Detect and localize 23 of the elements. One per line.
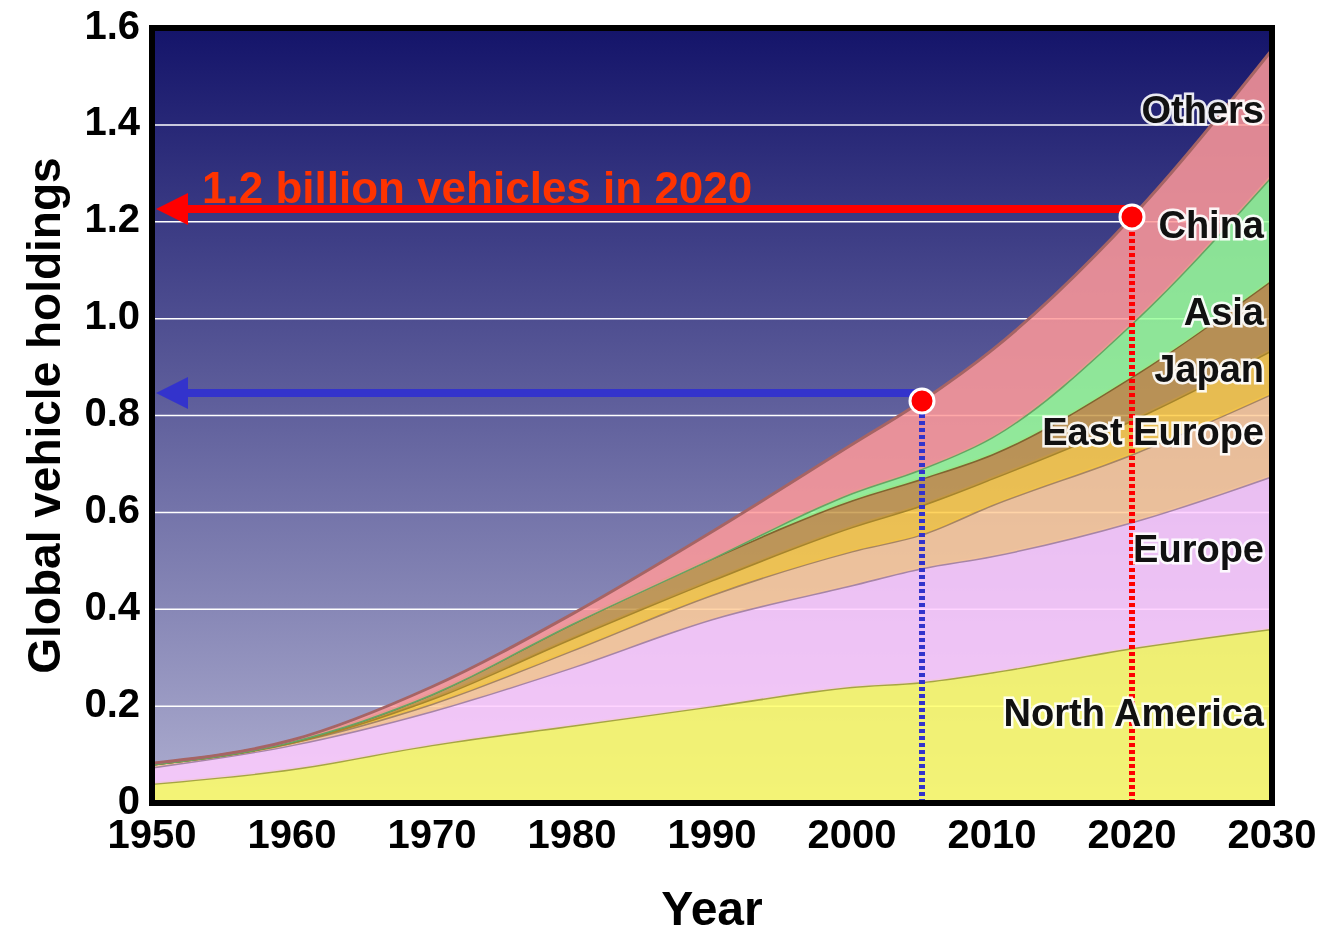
y-tick-label: 1.2 [84, 196, 140, 241]
x-tick-label: 1960 [247, 812, 337, 856]
series-label: Japan [1154, 347, 1264, 390]
series-label: East Europe [1042, 410, 1264, 453]
x-tick-label: 2030 [1227, 812, 1317, 856]
x-tick-label: 1970 [387, 812, 477, 856]
x-tick-label: 2010 [947, 812, 1037, 856]
y-tick-label: 1.6 [84, 2, 140, 47]
y-tick-label: 0.2 [84, 680, 140, 725]
y-axis-title: Global vehicle holdings [18, 157, 70, 674]
x-tick-label: 2000 [807, 812, 897, 856]
y-tick-label: 0.8 [84, 390, 140, 435]
series-label: North America [1003, 691, 1265, 734]
y-tick-label: 1.4 [84, 99, 141, 144]
y-tick-label: 0.4 [84, 583, 141, 628]
y-tick-label: 0.6 [84, 486, 140, 531]
x-tick-label: 1980 [527, 812, 617, 856]
annotation: 1.2 billion vehicles in 2020 [202, 163, 753, 212]
x-axis-title: Year [661, 882, 763, 932]
series-label: Europe [1133, 528, 1264, 571]
y-tick-label: 1.0 [84, 293, 140, 338]
x-tick-label: 1990 [667, 812, 757, 856]
x-tick-label: 2020 [1087, 812, 1177, 856]
